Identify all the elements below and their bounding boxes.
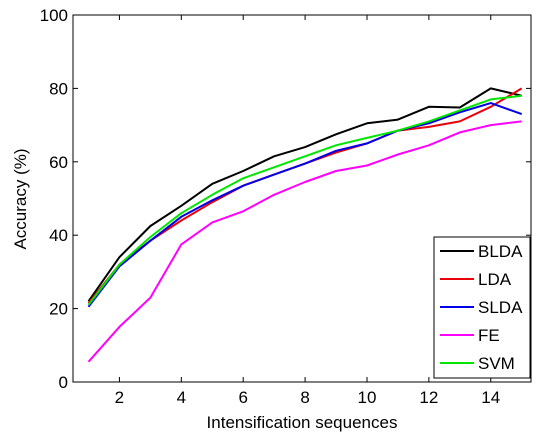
- y-axis-title: Accuracy (%): [11, 148, 30, 249]
- y-tick-label: 100: [40, 6, 68, 25]
- series-line-blda: [87, 87, 522, 302]
- series-line-svm: [87, 94, 522, 306]
- x-tick-label: 8: [300, 388, 309, 407]
- x-axis-title: Intensification sequences: [207, 413, 398, 432]
- axis-ticks: 2 4 6 8 10 12 14 0 20 40 60 80 100: [40, 6, 531, 407]
- x-tick-label: 4: [177, 388, 186, 407]
- series-lines: [87, 87, 523, 363]
- legend: BLDA LDA SLDA FE SVM: [433, 236, 531, 379]
- x-tick-label: 6: [238, 388, 247, 407]
- y-tick-label: 60: [49, 153, 68, 172]
- legend-label-lda: LDA: [478, 270, 512, 289]
- series-line-fe: [87, 120, 522, 363]
- y-tick-label: 40: [49, 226, 68, 245]
- x-tick-label: 14: [481, 388, 500, 407]
- x-tick-label: 12: [419, 388, 438, 407]
- y-tick-label: 0: [59, 373, 68, 392]
- legend-label-blda: BLDA: [478, 242, 523, 261]
- legend-label-fe: FE: [478, 326, 500, 345]
- series-line-slda: [87, 102, 523, 308]
- x-tick-label: 2: [115, 388, 124, 407]
- legend-label-svm: SVM: [478, 354, 515, 373]
- y-tick-label: 80: [49, 79, 68, 98]
- legend-label-slda: SLDA: [478, 298, 523, 317]
- y-tick-label: 20: [49, 300, 68, 319]
- x-tick-label: 10: [358, 388, 377, 407]
